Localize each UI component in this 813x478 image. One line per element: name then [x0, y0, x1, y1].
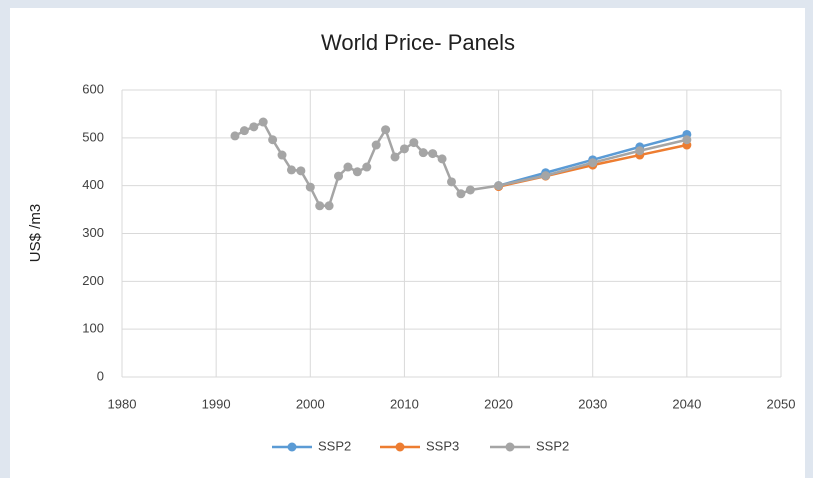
data-point [465, 185, 475, 195]
y-axis-title: US$ /m3 [27, 204, 44, 262]
data-point [437, 154, 447, 164]
legend-label: SSP2 [318, 438, 351, 453]
x-tick-label: 2040 [672, 396, 701, 411]
data-point [588, 158, 598, 168]
data-point [305, 182, 315, 192]
y-tick-label: 0 [97, 368, 104, 383]
data-point [258, 117, 268, 127]
data-point [541, 171, 551, 181]
y-tick-label: 100 [82, 321, 104, 336]
data-point [277, 150, 287, 160]
data-point [268, 135, 278, 145]
data-point [286, 165, 296, 175]
data-point [635, 146, 645, 156]
legend-marker [505, 442, 515, 452]
x-tick-label: 1990 [202, 396, 231, 411]
data-point [324, 201, 334, 211]
y-tick-label: 200 [82, 273, 104, 288]
x-tick-label: 2010 [390, 396, 419, 411]
data-point [418, 148, 428, 158]
data-point [352, 167, 362, 177]
data-point [456, 189, 466, 199]
x-tick-label: 1980 [108, 396, 137, 411]
legend-marker [395, 442, 405, 452]
data-point [334, 171, 344, 181]
data-point [343, 162, 353, 172]
y-tick-label: 400 [82, 177, 104, 192]
data-point [296, 166, 306, 176]
data-point [447, 177, 456, 187]
data-point [362, 162, 372, 172]
data-point [371, 140, 381, 150]
data-point [409, 138, 419, 148]
legend-marker [287, 442, 297, 452]
chart-title: World Price- Panels [321, 30, 515, 55]
chart-panel [10, 8, 805, 478]
y-tick-label: 300 [82, 225, 104, 240]
data-point [494, 181, 504, 191]
data-point [682, 135, 692, 145]
data-point [399, 144, 409, 154]
y-tick-label: 500 [82, 129, 104, 144]
x-tick-label: 2000 [296, 396, 325, 411]
data-point [428, 149, 438, 159]
data-point [249, 122, 259, 132]
x-tick-label: 2020 [484, 396, 513, 411]
x-tick-label: 2050 [767, 396, 796, 411]
x-tick-label: 2030 [578, 396, 607, 411]
y-tick-label: 600 [82, 81, 104, 96]
data-point [239, 126, 249, 136]
data-point [390, 152, 400, 162]
legend-label: SSP2 [536, 438, 569, 453]
data-point [315, 201, 325, 211]
data-point [230, 131, 240, 141]
legend-label: SSP3 [426, 438, 459, 453]
data-point [381, 125, 391, 135]
